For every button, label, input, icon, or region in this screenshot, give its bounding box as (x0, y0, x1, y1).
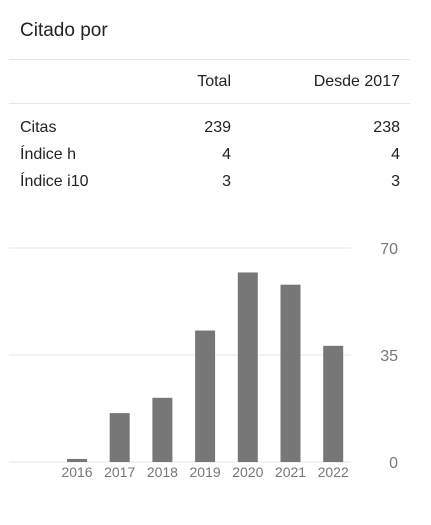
bar-2018[interactable] (152, 397, 173, 462)
row-total-value: 3 (222, 173, 231, 190)
stats-row-i10-index: Índice i10 3 3 (0, 173, 431, 197)
divider (9, 59, 410, 60)
divider (9, 103, 410, 104)
y-tick-label: 70 (380, 241, 398, 258)
stats-row-h-index: Índice h 4 4 (0, 146, 431, 170)
row-total-value: 239 (204, 119, 231, 136)
row-since-value: 3 (391, 173, 400, 190)
stats-row-citations: Citas 239 238 (0, 119, 431, 143)
y-tick-label: 0 (389, 455, 398, 472)
cited-by-title: Citado por (20, 20, 108, 41)
x-tick-label-2021: 2021 (275, 464, 306, 480)
x-tick-label-2018: 2018 (147, 464, 178, 480)
bar-2017[interactable] (109, 413, 130, 462)
column-header-since-2017: Desde 2017 (313, 73, 400, 90)
x-tick-label-2022: 2022 (318, 464, 349, 480)
y-tick-label: 35 (380, 348, 398, 365)
bar-2016[interactable] (67, 458, 87, 462)
row-label[interactable]: Índice i10 (20, 173, 89, 190)
bar-2022[interactable] (323, 345, 344, 462)
bar-2019[interactable] (195, 330, 216, 462)
x-tick-label-2017: 2017 (104, 464, 135, 480)
x-tick-label-2016: 2016 (61, 464, 92, 480)
row-since-value: 4 (391, 146, 400, 163)
bar-2020[interactable] (237, 272, 258, 462)
column-header-total: Total (197, 73, 231, 90)
citations-per-year-chart: 0 35 70 2016 2017 2018 2019 2020 2021 2022 (9, 241, 398, 480)
x-tick-label-2019: 2019 (190, 464, 221, 480)
row-label[interactable]: Índice h (20, 146, 77, 163)
bar-2021[interactable] (280, 284, 301, 462)
row-label[interactable]: Citas (20, 119, 57, 136)
row-since-value: 238 (373, 119, 400, 136)
x-tick-label-2020: 2020 (232, 464, 263, 480)
row-total-value: 4 (222, 146, 231, 163)
